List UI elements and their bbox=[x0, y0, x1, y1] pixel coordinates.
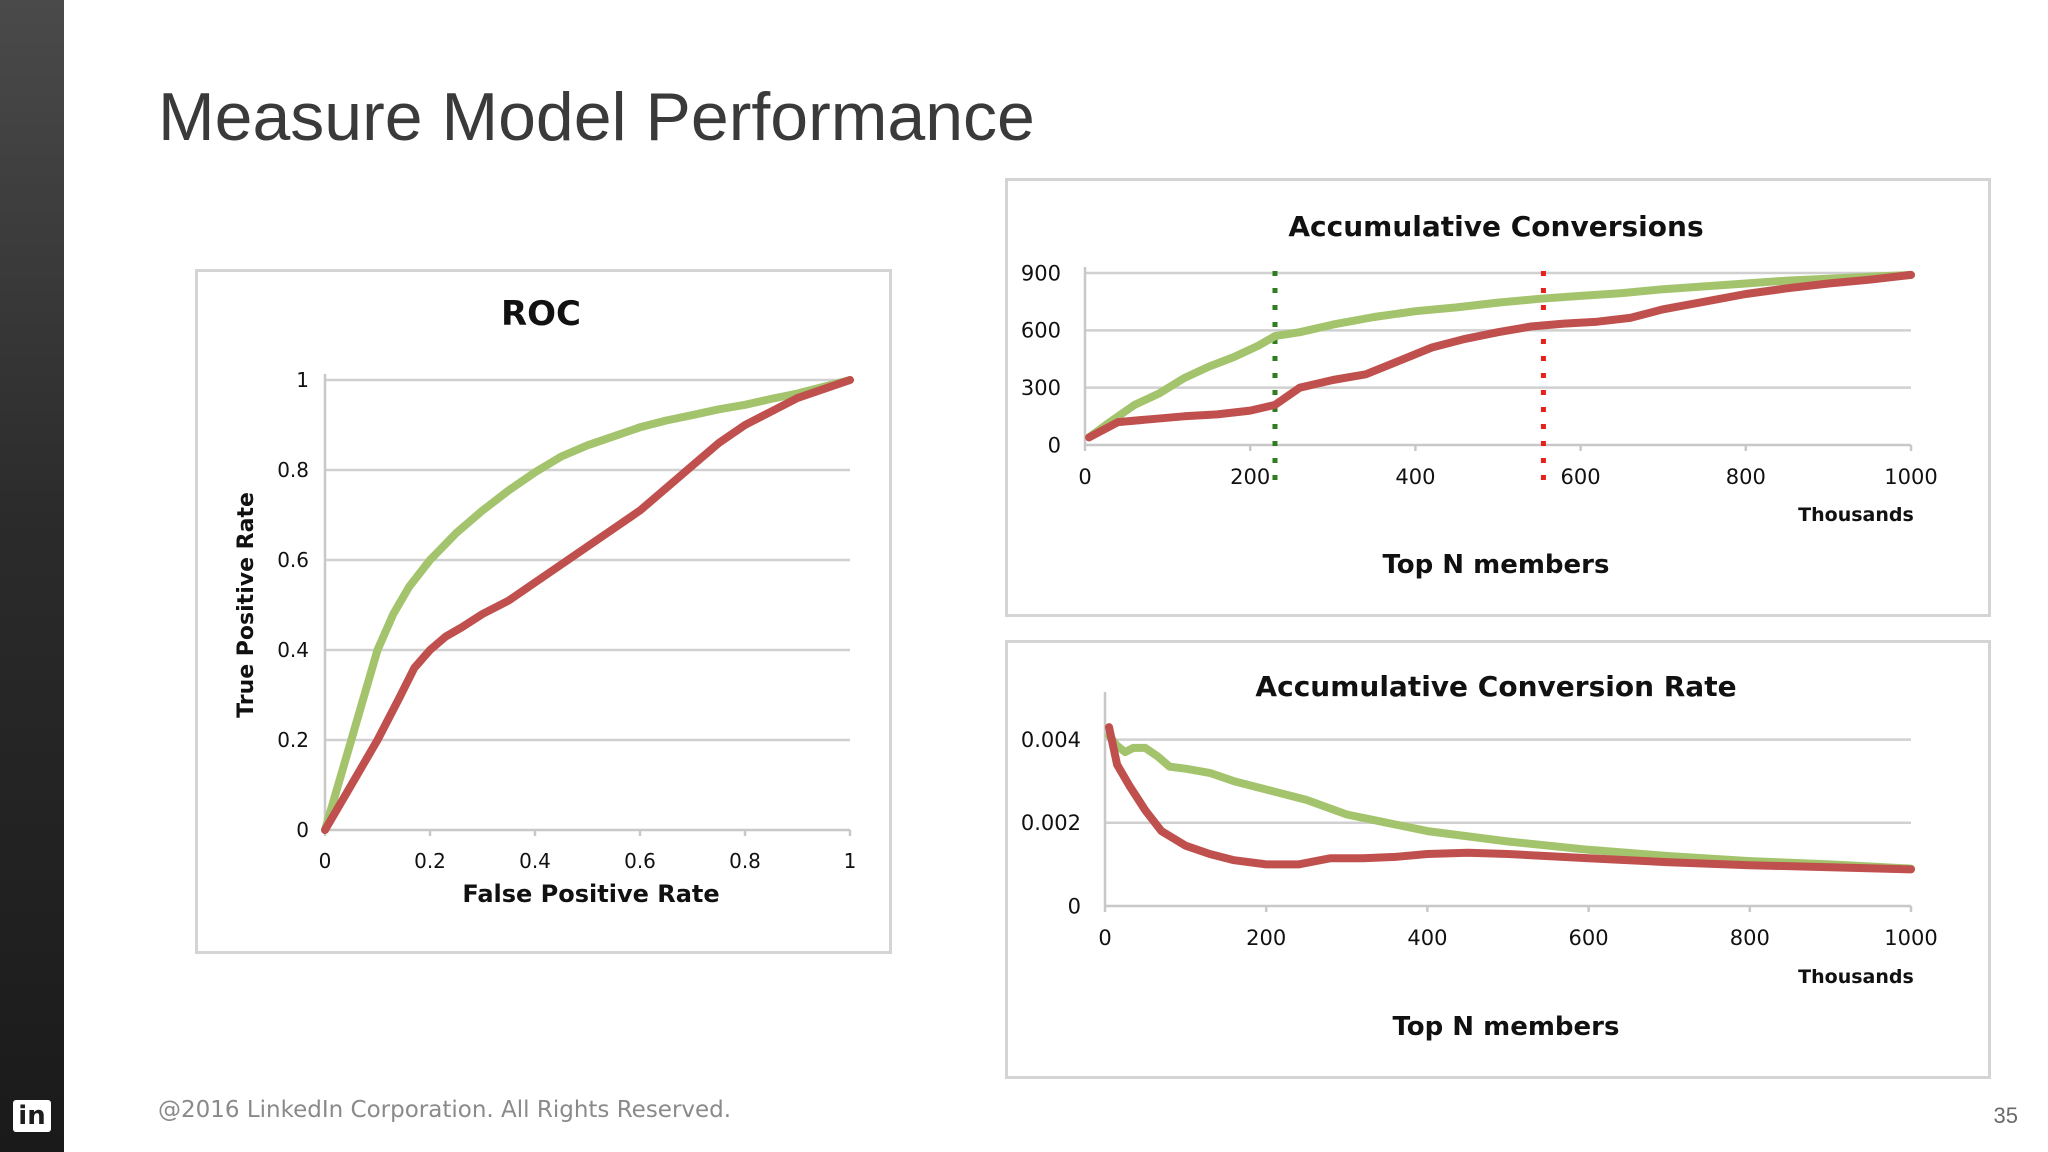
y-tick-label: 0.002 bbox=[1021, 811, 1081, 835]
y-tick-label: 0 bbox=[1068, 894, 1081, 918]
x-tick-label: 400 bbox=[1407, 926, 1447, 950]
x-tick-label: 1000 bbox=[1884, 465, 1937, 489]
roc-chart: ROC 0 0.2 0.4 0.6 0.8 1 0 0.2 0.4 0.6 0.8 1 False Pos… bbox=[234, 294, 857, 908]
series-line-red bbox=[1085, 270, 1915, 442]
y-tick-label: 0 bbox=[1048, 433, 1061, 457]
accum-rate-panel: Accumulative Conversion Rate 0 0.002 0.004 0… bbox=[1005, 640, 1991, 1079]
series-line-green bbox=[1105, 731, 1915, 873]
series-line-green bbox=[1085, 270, 1915, 442]
y-tick-label: 300 bbox=[1021, 376, 1061, 400]
x-unit-label: Thousands bbox=[1798, 504, 1914, 526]
x-axis-label: False Positive Rate bbox=[462, 880, 719, 908]
x-tick-label: 800 bbox=[1726, 465, 1766, 489]
x-axis-label: Top N members bbox=[1383, 550, 1610, 580]
x-tick-label: 600 bbox=[1569, 926, 1609, 950]
y-tick-label: 0.004 bbox=[1021, 728, 1081, 752]
accum-rate-chart: Accumulative Conversion Rate 0 0.002 0.004 0… bbox=[1021, 670, 1938, 1042]
accum-conversions-chart: Accumulative Conversions 0 300 600 900 0 200 40… bbox=[1021, 210, 1938, 580]
y-tick-label: 600 bbox=[1021, 319, 1061, 343]
series-line-green bbox=[321, 376, 854, 834]
series-line-red bbox=[321, 376, 854, 834]
y-axis-label: True Positive Rate bbox=[234, 492, 259, 718]
x-tick-label: 0.2 bbox=[414, 849, 446, 873]
chart-title: Accumulative Conversion Rate bbox=[1255, 670, 1736, 703]
x-tick-label: 0 bbox=[1078, 465, 1091, 489]
roc-chart-panel: ROC 0 0.2 0.4 0.6 0.8 1 0 0.2 0.4 0.6 0.8 1 False Pos… bbox=[195, 269, 892, 954]
y-tick-label: 1 bbox=[296, 368, 309, 392]
x-axis-label: Top N members bbox=[1393, 1012, 1620, 1042]
x-unit-label: Thousands bbox=[1798, 966, 1914, 988]
chart-title: ROC bbox=[501, 294, 581, 334]
x-tick-label: 1000 bbox=[1884, 926, 1937, 950]
x-tick-label: 0 bbox=[319, 849, 332, 873]
y-tick-label: 0.2 bbox=[277, 728, 309, 752]
x-tick-label: 800 bbox=[1730, 926, 1770, 950]
x-tick-label: 600 bbox=[1561, 465, 1601, 489]
series-line-red bbox=[1105, 723, 1915, 874]
chart-title: Accumulative Conversions bbox=[1288, 210, 1703, 243]
page-number: 35 bbox=[1993, 1103, 2018, 1128]
accum-conversions-panel: Accumulative Conversions 0 300 600 900 0 200 40… bbox=[1005, 178, 1991, 617]
x-tick-label: 1 bbox=[844, 849, 857, 873]
x-tick-label: 400 bbox=[1395, 465, 1435, 489]
copyright-footer: @2016 LinkedIn Corporation. All Rights R… bbox=[158, 1097, 732, 1123]
y-tick-label: 0 bbox=[296, 818, 309, 842]
x-tick-label: 0 bbox=[1098, 926, 1111, 950]
linkedin-logo-icon: in bbox=[13, 1100, 51, 1132]
slide-title: Measure Model Performance bbox=[158, 79, 1035, 155]
y-tick-label: 0.4 bbox=[277, 638, 309, 662]
x-tick-label: 0.4 bbox=[519, 849, 551, 873]
side-bar: in bbox=[0, 0, 64, 1152]
y-tick-label: 0.8 bbox=[277, 458, 309, 482]
y-tick-label: 0.6 bbox=[277, 548, 309, 572]
x-tick-label: 200 bbox=[1230, 465, 1270, 489]
x-tick-label: 0.8 bbox=[729, 849, 761, 873]
x-tick-label: 200 bbox=[1246, 926, 1286, 950]
y-tick-label: 900 bbox=[1021, 261, 1061, 285]
x-tick-label: 0.6 bbox=[624, 849, 656, 873]
